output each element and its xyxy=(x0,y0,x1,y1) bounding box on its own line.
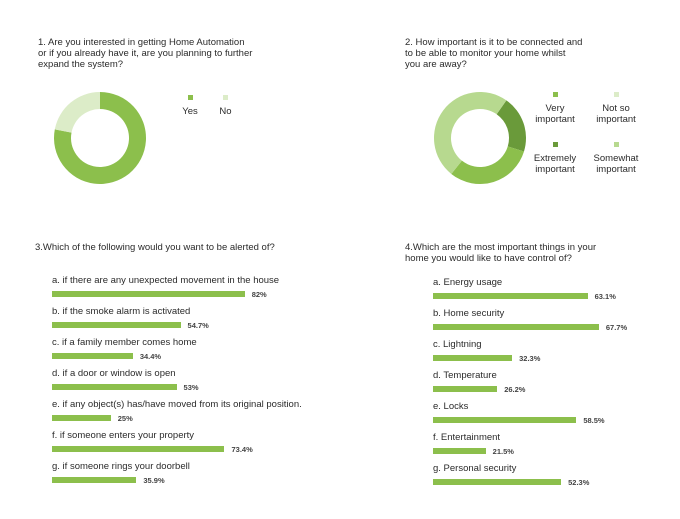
legend-label: No xyxy=(219,106,232,117)
legend-item-1-1: Yes xyxy=(175,95,205,117)
bar-value-label: 73.4% xyxy=(231,445,253,454)
bar xyxy=(52,477,137,483)
bar-label: e. if any object(s) has/have moved from … xyxy=(52,399,302,410)
bar xyxy=(52,322,181,328)
bar-label: c. if a family member comes home xyxy=(52,337,197,348)
bar-value-label: 82% xyxy=(251,290,267,299)
bar-item-4-3: c. Lightning 32.3% xyxy=(433,339,540,370)
bar-label: f. if someone enters your property xyxy=(52,430,195,441)
bar-item-3-4: d. if a door or window is open 53% xyxy=(52,368,302,399)
bar-value-label: 67.7% xyxy=(605,323,628,332)
bar xyxy=(433,293,588,299)
bar-item-3-1: a. if there are any unexpected movement … xyxy=(52,275,302,306)
legend-label: Extremely important xyxy=(533,153,577,175)
legend-label: Not so important xyxy=(596,103,636,125)
bar-label: a. Energy usage xyxy=(433,277,503,288)
bar xyxy=(52,446,225,452)
donut-slice-1-2 xyxy=(54,92,100,133)
legend-swatch xyxy=(613,142,619,147)
bar xyxy=(52,415,111,421)
bar xyxy=(52,291,245,297)
legend-swatch xyxy=(613,92,619,97)
donut-slice-2-4 xyxy=(433,91,507,174)
bar-label: g. if someone rings your doorbell xyxy=(52,461,190,472)
bar-value-label: 63.1% xyxy=(594,292,616,301)
legend-item-2-4: Somewhat important xyxy=(590,142,642,175)
legend-label: Somewhat important xyxy=(593,153,639,175)
bar-value-label: 25% xyxy=(117,414,133,423)
bar-item-3-6: f. if someone enters your property 73.4% xyxy=(52,430,302,461)
bar-chart-3: a. if there are any unexpected movement … xyxy=(52,275,302,492)
bar-label: f. Entertainment xyxy=(433,432,501,443)
bar-label: a. if there are any unexpected movement … xyxy=(52,275,280,286)
bar-item-3-5: e. if any object(s) has/have moved from … xyxy=(52,399,302,430)
legend-item-2-1: Very important xyxy=(530,92,580,125)
bar-item-4-7: g. Personal security 52.3% xyxy=(433,463,589,494)
bar-value-label: 54.7% xyxy=(187,321,209,330)
bar-value-label: 26.2% xyxy=(504,385,526,394)
bar xyxy=(433,324,599,330)
bar-item-4-1: a. Energy usage 63.1% xyxy=(433,277,616,308)
donut-chart-1 xyxy=(54,92,146,184)
bar-label: d. Temperature xyxy=(433,370,497,381)
legend-label: Yes xyxy=(182,106,198,117)
question-2-title: 2. How important is it to be connected a… xyxy=(405,37,583,70)
legend-item-1-2: No xyxy=(213,95,238,117)
bar-value-label: 21.5% xyxy=(492,447,514,456)
bar-item-3-3: c. if a family member comes home 34.4% xyxy=(52,337,302,368)
bar-label: g. Personal security xyxy=(433,463,517,474)
bar xyxy=(433,355,513,361)
legend-swatch xyxy=(223,95,228,100)
bar-item-4-4: d. Temperature 26.2% xyxy=(433,370,525,401)
bar-item-4-6: f. Entertainment 21.5% xyxy=(433,432,516,463)
bar-item-4-5: e. Locks 58.5% xyxy=(433,401,605,432)
bar-value-label: 52.3% xyxy=(568,478,590,487)
donut-slice-2-3 xyxy=(496,100,526,152)
donut-slice-1-1 xyxy=(54,92,146,184)
bar-value-label: 53% xyxy=(183,383,199,392)
question-1-title: 1. Are you interested in getting Home Au… xyxy=(38,37,253,70)
bar-value-label: 32.3% xyxy=(519,354,541,363)
legend-swatch xyxy=(552,142,558,147)
bar-item-3-2: b. if the smoke alarm is activated 54.7% xyxy=(52,306,302,337)
donut-slice-2-1 xyxy=(451,146,524,184)
bar xyxy=(433,479,562,485)
bar-value-label: 58.5% xyxy=(583,416,605,425)
legend-item-2-2: Not so important xyxy=(590,92,642,125)
question-4-title: 4.Which are the most important things in… xyxy=(405,242,597,264)
bar-label: d. if a door or window is open xyxy=(52,368,176,379)
bar-label: b. Home security xyxy=(433,308,505,319)
bar xyxy=(433,386,498,392)
bar-value-label: 35.9% xyxy=(143,476,165,485)
bar-label: c. Lightning xyxy=(433,339,482,350)
question-3-title: 3.Which of the following would you want … xyxy=(35,242,275,253)
bar-label: e. Locks xyxy=(433,401,469,412)
bar-item-3-7: g. if someone rings your doorbell 35.9% xyxy=(52,461,302,492)
legend-item-2-3: Extremely important xyxy=(530,142,580,175)
legend-label: Very important xyxy=(535,103,575,125)
bar xyxy=(433,417,577,423)
donut-chart-2 xyxy=(433,91,526,184)
bar xyxy=(52,353,133,359)
bar-chart-4: a. Energy usage 63.1% b. Home security 67.7… xyxy=(433,277,627,494)
bar-item-4-2: b. Home security 67.7% xyxy=(433,308,627,339)
bar xyxy=(52,384,177,390)
bar-value-label: 34.4% xyxy=(139,352,162,361)
bar-label: b. if the smoke alarm is activated xyxy=(52,306,191,317)
bar xyxy=(433,448,486,454)
legend-swatch xyxy=(187,95,193,100)
legend-swatch xyxy=(552,92,558,97)
